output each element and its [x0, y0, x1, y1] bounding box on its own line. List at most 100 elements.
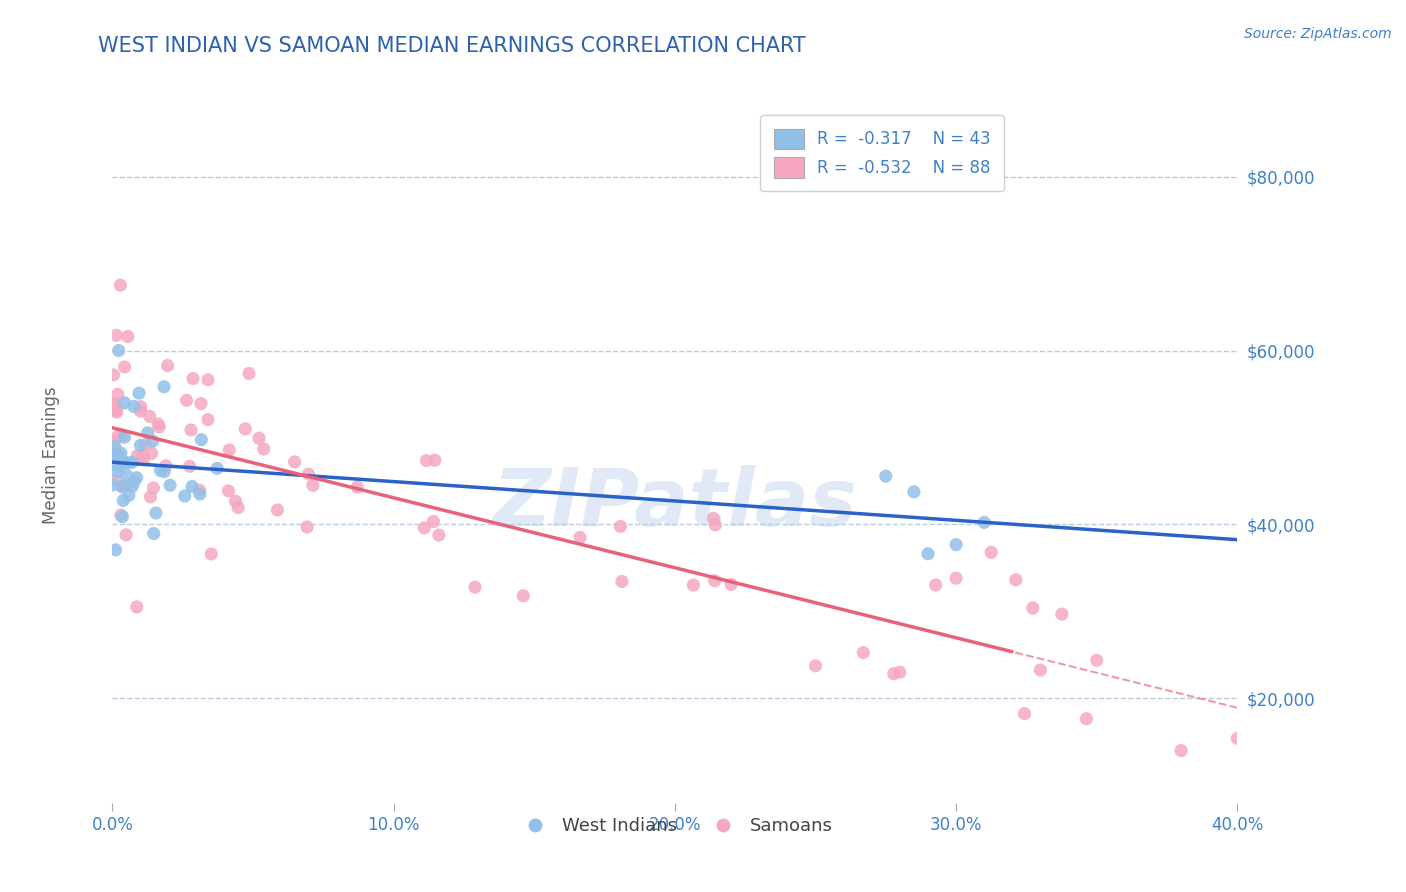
Text: ZIPatlas: ZIPatlas: [492, 465, 858, 542]
Point: [238, 367, 260, 381]
Point: [720, 577, 742, 591]
Point: [111, 479, 134, 493]
Point: [107, 459, 129, 474]
Point: [233, 422, 256, 436]
Point: [129, 438, 152, 452]
Point: [181, 371, 204, 385]
Point: [1170, 744, 1192, 758]
Point: [266, 503, 288, 517]
Point: [103, 397, 125, 411]
Point: [889, 665, 911, 680]
Point: [1076, 712, 1098, 726]
Point: [148, 420, 170, 434]
Point: [155, 458, 177, 473]
Text: Source: ZipAtlas.com: Source: ZipAtlas.com: [1244, 27, 1392, 41]
Text: Median Earnings: Median Earnings: [42, 386, 59, 524]
Point: [128, 386, 150, 401]
Point: [1005, 573, 1028, 587]
Point: [284, 455, 307, 469]
Point: [121, 455, 143, 469]
Point: [121, 479, 143, 493]
Point: [1022, 601, 1045, 615]
Point: [205, 461, 228, 475]
Point: [217, 483, 239, 498]
Point: [945, 571, 967, 585]
Point: [609, 519, 631, 533]
Point: [107, 343, 129, 358]
Point: [105, 403, 128, 417]
Text: WEST INDIAN VS SAMOAN MEDIAN EARNINGS CORRELATION CHART: WEST INDIAN VS SAMOAN MEDIAN EARNINGS CO…: [98, 36, 806, 55]
Point: [104, 542, 127, 557]
Point: [512, 589, 534, 603]
Point: [111, 480, 134, 494]
Point: [103, 368, 125, 382]
Point: [132, 448, 155, 462]
Point: [190, 433, 212, 447]
Point: [464, 580, 486, 594]
Point: [180, 423, 202, 437]
Point: [110, 278, 132, 293]
Point: [875, 469, 897, 483]
Point: [702, 511, 724, 525]
Point: [423, 453, 446, 467]
Point: [115, 528, 138, 542]
Point: [302, 478, 325, 492]
Point: [125, 471, 148, 485]
Point: [115, 468, 138, 483]
Point: [181, 479, 204, 493]
Point: [200, 547, 222, 561]
Point: [1085, 653, 1108, 667]
Point: [139, 409, 162, 424]
Point: [903, 484, 925, 499]
Point: [114, 359, 136, 374]
Point: [804, 658, 827, 673]
Point: [226, 500, 249, 515]
Point: [159, 478, 181, 492]
Point: [107, 465, 129, 479]
Point: [129, 404, 152, 418]
Point: [1050, 607, 1073, 622]
Point: [422, 515, 444, 529]
Legend: West Indians, Samoans: West Indians, Samoans: [510, 810, 839, 842]
Point: [107, 387, 129, 401]
Point: [142, 481, 165, 495]
Point: [104, 474, 127, 488]
Point: [141, 446, 163, 460]
Point: [225, 494, 247, 508]
Point: [945, 538, 967, 552]
Point: [973, 516, 995, 530]
Point: [883, 666, 905, 681]
Point: [703, 574, 725, 588]
Point: [146, 417, 169, 431]
Point: [153, 380, 176, 394]
Point: [111, 428, 134, 442]
Point: [346, 480, 368, 494]
Point: [142, 526, 165, 541]
Point: [139, 490, 162, 504]
Point: [917, 547, 939, 561]
Point: [107, 429, 129, 443]
Point: [134, 437, 156, 451]
Point: [295, 520, 318, 534]
Point: [173, 489, 195, 503]
Point: [103, 434, 125, 449]
Point: [153, 465, 176, 479]
Point: [179, 459, 201, 474]
Point: [114, 479, 136, 493]
Point: [1014, 706, 1036, 721]
Point: [122, 475, 145, 489]
Point: [188, 483, 211, 498]
Point: [610, 574, 633, 589]
Point: [104, 450, 127, 464]
Point: [114, 430, 136, 444]
Point: [107, 449, 129, 463]
Point: [104, 398, 127, 412]
Point: [149, 463, 172, 477]
Point: [104, 447, 127, 461]
Point: [704, 517, 727, 532]
Point: [253, 442, 276, 456]
Point: [297, 467, 319, 481]
Point: [112, 455, 135, 469]
Point: [682, 578, 704, 592]
Point: [188, 487, 211, 501]
